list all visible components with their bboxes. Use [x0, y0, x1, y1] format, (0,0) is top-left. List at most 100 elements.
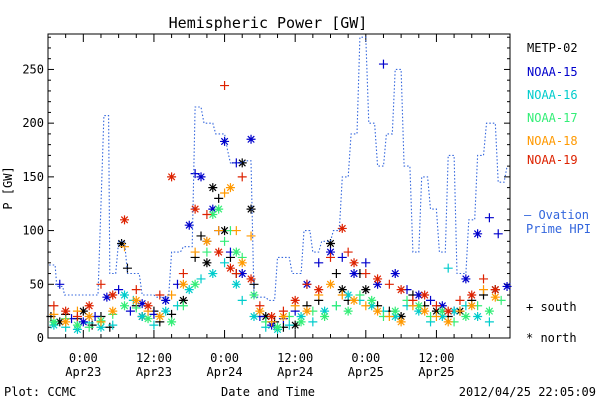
data-point-north: [296, 312, 306, 322]
data-point-south: [455, 306, 465, 316]
data-point-north: [202, 258, 212, 268]
x-tick-label-date: Apr25: [348, 365, 384, 379]
y-tick-label: 50: [30, 277, 44, 291]
data-point-north: [61, 306, 71, 316]
data-point-north: [296, 317, 306, 327]
data-point-south: [384, 279, 394, 289]
data-point-south: [484, 317, 494, 327]
x-tick-label-time: 12:00: [418, 351, 454, 365]
data-point-north: [246, 204, 256, 214]
data-point-south: [361, 258, 371, 268]
data-point-north: [249, 312, 259, 322]
data-point-north: [190, 279, 200, 289]
data-point-north: [117, 238, 127, 248]
data-point-north: [420, 290, 430, 300]
legend-entry: NOAA-18: [527, 134, 578, 148]
data-point-north: [137, 299, 147, 309]
data-point-south: [255, 301, 265, 311]
data-point-south: [96, 317, 106, 327]
x-axis-ticks: 0:00Apr2312:00Apr230:00Apr2412:00Apr240:…: [47, 34, 490, 379]
series-layer: [46, 36, 512, 334]
data-point-north: [349, 295, 359, 305]
data-point-south: [120, 242, 130, 252]
data-point-north: [467, 301, 477, 311]
data-point-north: [461, 274, 471, 284]
data-point-north: [437, 301, 447, 311]
data-point-south: [443, 263, 453, 273]
y-axis-label: P [GW]: [1, 166, 15, 209]
data-point-north: [225, 183, 235, 193]
data-point-south: [314, 258, 324, 268]
data-point-south: [178, 269, 188, 279]
data-point-north: [461, 312, 471, 322]
data-point-north: [267, 312, 277, 322]
data-point-north: [137, 312, 147, 322]
data-point-north: [78, 317, 88, 327]
data-point-south: [96, 279, 106, 289]
data-point-south: [246, 231, 256, 241]
data-point-south: [384, 312, 394, 322]
data-point-north: [214, 204, 224, 214]
data-point-north: [420, 306, 430, 316]
series-0: [46, 158, 500, 332]
data-point-north: [337, 285, 347, 295]
data-point-north: [184, 285, 194, 295]
data-point-north: [120, 215, 130, 225]
data-point-north: [390, 306, 400, 316]
data-point-south: [337, 290, 347, 300]
data-point-south: [231, 269, 241, 279]
data-point-north: [131, 295, 141, 305]
data-point-north: [502, 281, 512, 291]
data-point-south: [231, 226, 241, 236]
y-axis-ticks: 0 50 100 150 200 250: [22, 36, 510, 345]
data-point-north: [161, 295, 171, 305]
x-tick-label-date: Apr24: [277, 365, 313, 379]
data-point-south: [378, 59, 388, 69]
data-point-north: [320, 312, 330, 322]
data-point-north: [437, 312, 447, 322]
data-point-north: [437, 306, 447, 316]
data-point-north: [202, 236, 212, 246]
data-point-north: [443, 306, 453, 316]
data-point-south: [431, 312, 441, 322]
data-point-north: [84, 301, 94, 311]
data-point-north: [161, 306, 171, 316]
data-point-north: [231, 279, 241, 289]
data-point-south: [331, 269, 341, 279]
data-point-south: [108, 320, 118, 330]
data-point-north: [431, 306, 441, 316]
data-point-north: [278, 312, 288, 322]
data-point-north: [120, 290, 130, 300]
data-point-south: [202, 247, 212, 257]
data-point-south: [331, 301, 341, 311]
data-point-south: [431, 301, 441, 311]
data-point-north: [367, 295, 377, 305]
data-point-north: [220, 136, 230, 146]
data-point-north: [196, 172, 206, 182]
data-point-south: [237, 172, 247, 182]
y-tick-label: 150: [22, 170, 44, 184]
data-point-north: [225, 263, 235, 273]
data-point-north: [237, 158, 247, 168]
data-point-south: [426, 295, 436, 305]
data-point-south: [149, 320, 159, 330]
data-point-north: [231, 247, 241, 257]
y-tick-label: 0: [37, 331, 44, 345]
x-tick-label-time: 0:00: [69, 351, 98, 365]
data-point-south: [337, 252, 347, 262]
data-point-south: [220, 258, 230, 268]
data-point-south: [49, 309, 59, 319]
data-point-south: [308, 317, 318, 327]
x-axis-label: Date and Time: [221, 385, 315, 399]
data-point-north: [155, 312, 165, 322]
series-1: [55, 59, 512, 330]
data-point-north: [102, 292, 112, 302]
marker-legend-south: + south: [526, 300, 577, 314]
data-point-north: [337, 223, 347, 233]
data-point-south: [196, 274, 206, 284]
data-point-north: [72, 320, 82, 330]
data-point-south: [479, 285, 489, 295]
data-point-north: [143, 301, 153, 311]
x-tick-label-time: 12:00: [277, 351, 313, 365]
data-point-north: [443, 317, 453, 327]
